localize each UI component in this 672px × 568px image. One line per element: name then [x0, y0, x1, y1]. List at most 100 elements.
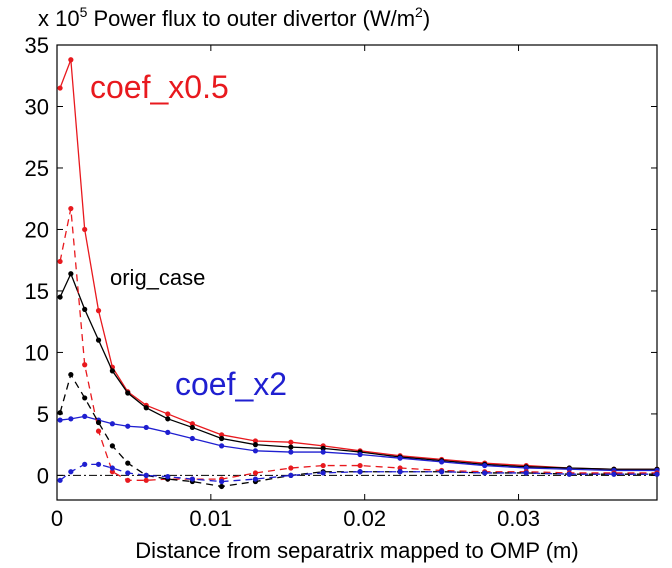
data-point [109, 443, 115, 449]
data-point [109, 465, 115, 471]
data-point [566, 466, 572, 472]
x-tick-label: 0.01 [189, 506, 232, 531]
data-point [82, 306, 88, 312]
x-tick-label: 0.02 [343, 506, 386, 531]
title-part: x 10 [38, 6, 80, 31]
data-point [82, 461, 88, 467]
data-point [439, 459, 445, 465]
y-tick-label: 25 [25, 156, 49, 181]
data-point [109, 469, 115, 475]
data-point [288, 449, 294, 455]
data-point [165, 429, 171, 435]
x-axis-label: Distance from separatrix mapped to OMP (… [135, 538, 578, 563]
data-point [143, 477, 149, 483]
data-point [125, 470, 131, 476]
data-point [189, 435, 195, 442]
data-point [288, 465, 294, 471]
y-tick-label: 0 [37, 463, 49, 488]
data-point [320, 462, 326, 469]
data-point [252, 442, 259, 448]
data-point [82, 413, 88, 419]
series-line [59, 208, 657, 481]
data-point [397, 465, 403, 471]
data-point [320, 445, 326, 451]
data-point [611, 471, 617, 477]
data-point [143, 472, 149, 479]
data-point [252, 438, 259, 444]
data-point [95, 461, 102, 467]
chart-title: x 105 Power flux to outer divertor (W/m2… [38, 4, 430, 31]
data-point [125, 477, 131, 483]
data-point [68, 416, 74, 422]
data-point [566, 471, 572, 477]
data-point [320, 449, 326, 455]
data-point [68, 57, 74, 63]
annotation: coef_x0.5 [90, 69, 229, 105]
data-point [82, 226, 88, 233]
data-point [125, 390, 131, 396]
annotation: coef_x2 [175, 366, 287, 402]
data-point [482, 462, 488, 469]
series-line [60, 415, 657, 472]
data-point [288, 439, 294, 445]
data-point [143, 405, 149, 411]
data-point [57, 258, 63, 265]
data-point [288, 444, 294, 450]
data-point [68, 271, 74, 277]
data-point [143, 424, 149, 431]
data-point [357, 462, 363, 469]
data-point [82, 395, 88, 401]
data-point [68, 205, 74, 212]
data-point [125, 423, 131, 429]
series-line [59, 463, 657, 483]
y-tick-label: 10 [25, 340, 49, 365]
data-point [219, 443, 225, 449]
data-point [57, 477, 63, 483]
data-point [82, 362, 88, 368]
data-point [397, 469, 403, 475]
title-part: Power flux to outer divertor (W/m [87, 6, 415, 31]
data-point [165, 411, 171, 417]
data-point [219, 478, 225, 485]
data-point [219, 432, 225, 438]
data-point [320, 470, 326, 476]
data-point [95, 428, 102, 434]
title-part: ) [423, 6, 430, 31]
data-point [219, 483, 225, 490]
title-exponent: 5 [80, 4, 88, 20]
data-point [523, 465, 529, 471]
plot-frame [56, 44, 658, 501]
data-point [439, 469, 445, 475]
data-point [189, 421, 195, 427]
data-point [523, 470, 529, 476]
data-point [189, 424, 195, 431]
data-point [125, 460, 131, 466]
data-point [288, 472, 294, 479]
title-exponent: 2 [415, 4, 423, 20]
series-line [59, 272, 657, 470]
data-point [165, 474, 171, 480]
y-tick-label: 20 [25, 217, 49, 242]
data-point [397, 455, 403, 461]
annotation: orig_case [110, 265, 205, 290]
x-tick-label: 0 [51, 506, 63, 531]
data-point [219, 435, 225, 442]
data-point [654, 471, 660, 477]
data-point [189, 476, 195, 482]
data-point [68, 371, 74, 378]
data-point [252, 470, 259, 476]
data-point [57, 294, 63, 300]
data-point [357, 451, 363, 458]
data-point [57, 417, 63, 423]
data-point [357, 469, 363, 475]
data-point [252, 476, 259, 482]
data-point [109, 368, 115, 374]
data-point [95, 337, 102, 343]
data-point [109, 421, 115, 427]
data-point [252, 448, 259, 454]
data-point [95, 419, 102, 426]
data-point [57, 85, 63, 91]
y-tick-label: 35 [25, 33, 49, 58]
y-tick-label: 5 [37, 402, 49, 427]
